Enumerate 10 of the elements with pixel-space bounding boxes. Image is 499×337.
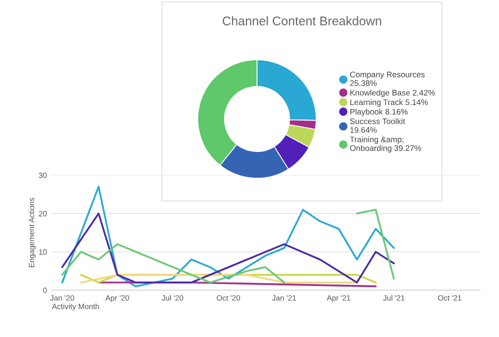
line-series	[61, 186, 395, 288]
legend-label: Success Toolkit	[350, 118, 406, 124]
data-label: 25.38%	[350, 80, 377, 86]
legend-label: Company Resources	[350, 72, 425, 79]
data-label: 19.64%	[350, 127, 377, 133]
legend-label: Training &amp; Onboarding 39.27%	[350, 136, 422, 153]
legend-label: Learning Track 5.14%	[350, 99, 428, 107]
chart-title: Channel Content Breakdown	[222, 16, 382, 26]
legend-label: Knowledge Base 2.42%	[350, 90, 435, 98]
legend-label: Playbook 8.16%	[350, 108, 408, 116]
